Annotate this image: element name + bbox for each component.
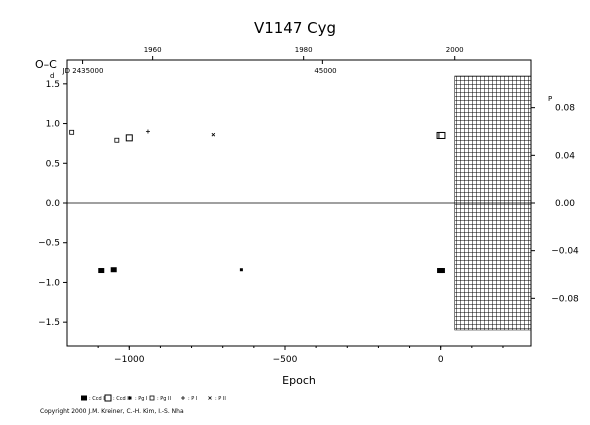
y-tick-label: −0.5 bbox=[38, 239, 60, 249]
data-point bbox=[438, 131, 446, 139]
data-point bbox=[125, 134, 133, 142]
data-point bbox=[98, 268, 105, 274]
data-points bbox=[69, 129, 446, 274]
year-tick-label: 1980 bbox=[295, 46, 313, 54]
data-point bbox=[114, 137, 120, 143]
data-point bbox=[438, 268, 445, 274]
legend-label: : P I bbox=[188, 396, 197, 402]
right-tick-label: 0.00 bbox=[555, 199, 575, 209]
x-axis-label: Epoch bbox=[282, 374, 316, 387]
y-tick-label: 0.0 bbox=[46, 199, 61, 209]
data-point bbox=[110, 267, 117, 273]
year-tick-label: 2000 bbox=[446, 46, 464, 54]
x-tick-label: −1000 bbox=[114, 355, 145, 365]
y-tick-label: 1.5 bbox=[46, 80, 60, 90]
jd-tick-label: JD 2435000 bbox=[62, 67, 104, 75]
right-axis-unit: P bbox=[548, 95, 552, 103]
y-axis-unit: d bbox=[50, 72, 54, 80]
legend-marker bbox=[128, 396, 132, 400]
year-tick-label: 1960 bbox=[144, 46, 162, 54]
legend-marker bbox=[181, 396, 185, 400]
legend-label: : Pg I bbox=[135, 396, 148, 402]
y-axis-label: O–C bbox=[35, 58, 57, 71]
y-tick-label: 1.0 bbox=[46, 120, 61, 130]
chart-title: V1147 Cyg bbox=[254, 19, 336, 37]
legend-label: : P II bbox=[215, 396, 226, 402]
right-tick-label: 0.08 bbox=[555, 104, 575, 114]
right-tick-label: 0.04 bbox=[555, 151, 575, 161]
right-tick-label: −0.04 bbox=[551, 247, 579, 257]
legend-marker bbox=[81, 395, 87, 401]
legend-label: : Ccd II bbox=[113, 396, 130, 402]
copyright: Copyright 2000 J.M. Kreiner, C.-H. Kim, … bbox=[40, 408, 184, 415]
legend-marker bbox=[149, 395, 155, 401]
data-point bbox=[69, 129, 75, 135]
x-tick-label: 0 bbox=[438, 355, 444, 365]
legend-marker bbox=[208, 396, 212, 400]
x-tick-label: −500 bbox=[273, 355, 298, 365]
jd-tick-label: 45000 bbox=[314, 67, 336, 75]
y-tick-label: 0.5 bbox=[46, 159, 60, 169]
data-point bbox=[211, 132, 216, 137]
y-tick-label: −1.5 bbox=[38, 318, 60, 328]
axis-ticks: −1000 −500 0 1.5 1.0 0.5 0.0 −0.5 −1.0 −1.5 0.08 0.… bbox=[38, 46, 579, 365]
legend-label: : Ccd I bbox=[89, 396, 105, 402]
legend: : Ccd I : Ccd II : Pg I : Pg II : P I : P II bbox=[81, 394, 226, 402]
legend-label: : Pg II bbox=[157, 396, 171, 402]
legend-marker bbox=[104, 394, 112, 402]
y-tick-label: −1.0 bbox=[38, 278, 60, 288]
data-point bbox=[239, 268, 243, 272]
right-tick-label: −0.08 bbox=[551, 294, 579, 304]
data-point bbox=[145, 129, 150, 134]
